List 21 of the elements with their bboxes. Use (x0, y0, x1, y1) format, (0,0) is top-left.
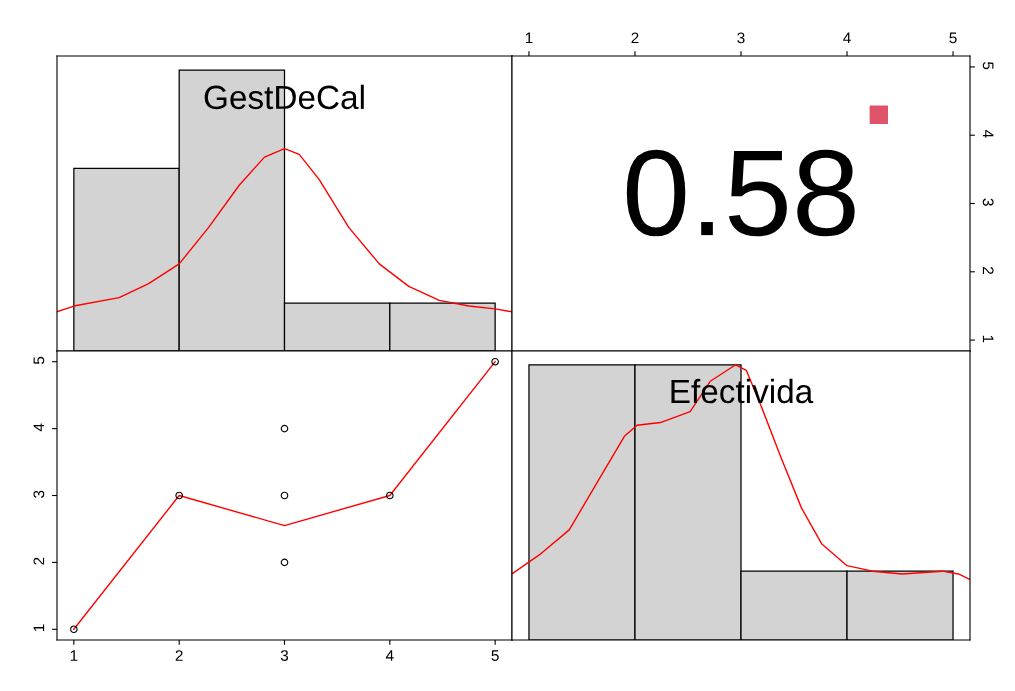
x-tick-label: 5 (949, 32, 957, 44)
y-tick-label: 3 (33, 490, 45, 498)
y-tick-label: 4 (982, 130, 994, 138)
x-tick-label: 4 (843, 32, 851, 44)
y-tick-label: 1 (33, 624, 45, 632)
y-tick-label: 2 (33, 557, 45, 565)
x-tick-label: 1 (70, 650, 78, 661)
x-tick-label: 4 (385, 650, 394, 661)
x-tick-label: 3 (280, 650, 289, 661)
y-tick-label: 3 (982, 198, 994, 206)
x-tick-label: 3 (737, 32, 745, 44)
y-tick-label: 5 (982, 62, 994, 70)
y-tick-label: 2 (982, 267, 994, 274)
y-tick-label: 5 (33, 356, 45, 365)
x-tick-label: 2 (175, 650, 183, 661)
x-tick-label: 1 (525, 32, 533, 44)
annotation: 0.58 (626, 149, 855, 237)
y-tick-label: 1 (982, 335, 994, 343)
x-tick-label: 5 (491, 650, 499, 661)
y-tick-label: 4 (33, 423, 45, 432)
x-tick-label: 2 (631, 32, 639, 44)
